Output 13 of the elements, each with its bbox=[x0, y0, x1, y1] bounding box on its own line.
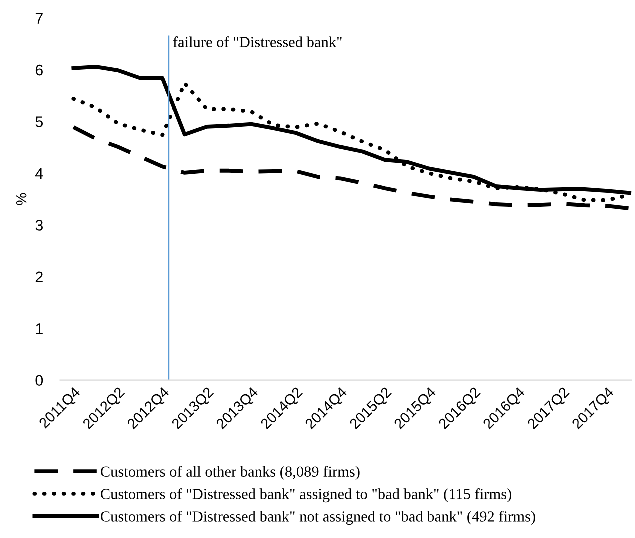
y-tick-label: 1 bbox=[36, 324, 43, 334]
y-tick-label: 4 bbox=[36, 168, 44, 179]
y-tick-label: 6 bbox=[36, 64, 43, 76]
legend-label: Customers of "Distressed bank" assigned to "bad bank" (115 firms) bbox=[101, 488, 512, 503]
y-tick-label: 5 bbox=[36, 116, 44, 128]
legend-label: Customers of all other banks (8,089 firms) bbox=[101, 466, 360, 480]
y-axis-title: % bbox=[16, 193, 27, 206]
legend-label: Customers of "Distressed bank" not assigned to "bad bank" (492 firms) bbox=[101, 510, 536, 526]
y-tick-label: 7 bbox=[36, 13, 43, 24]
annotation: failure of "Distressed bank" bbox=[173, 36, 342, 48]
y-tick-label: 0 bbox=[36, 375, 44, 386]
y-tick-label: 2 bbox=[36, 272, 43, 282]
y-tick-label: 3 bbox=[36, 220, 43, 231]
